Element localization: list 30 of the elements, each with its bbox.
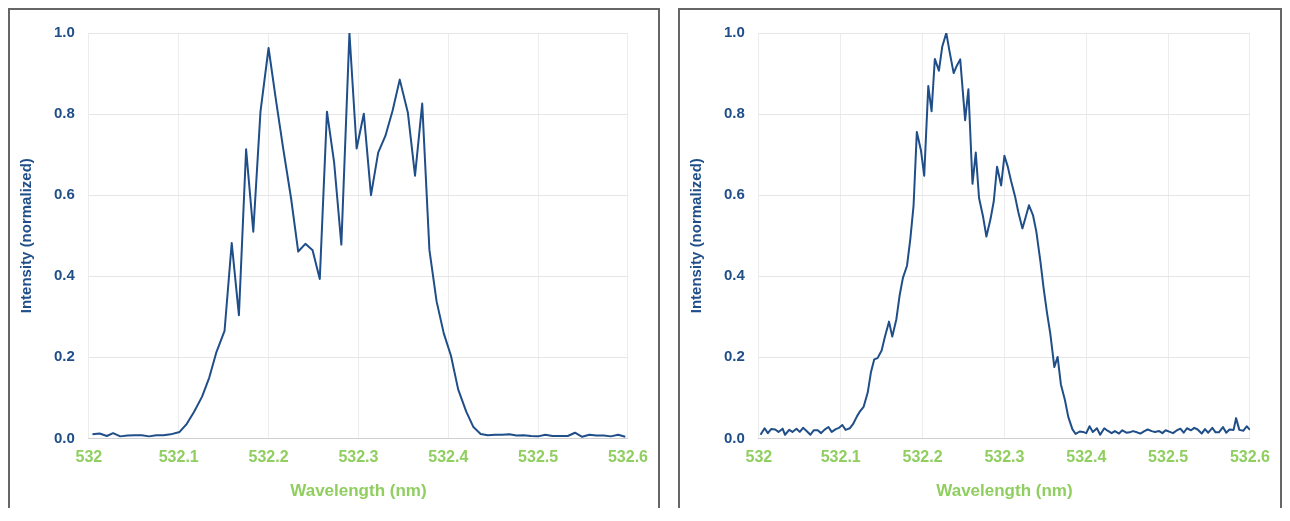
x-tick-label: 532.5: [518, 448, 559, 466]
x-tick-label: 532: [745, 448, 773, 466]
x-axis-title: Wavelength (nm): [936, 481, 1073, 501]
y-tick-label: 0.4: [723, 266, 746, 284]
x-tick-label: 532.4: [428, 448, 469, 466]
y-axis-title: Intensity (normalized): [687, 158, 705, 314]
y-tick-label: 0.2: [53, 347, 75, 365]
x-tick-label: 532.4: [1066, 448, 1107, 466]
y-tick-label: 0.8: [53, 104, 75, 122]
x-tick-label: 532.1: [158, 448, 199, 466]
y-tick-label: 0.6: [723, 185, 745, 203]
x-tick-label: 532.2: [902, 448, 943, 466]
y-tick-label: 0.0: [53, 428, 75, 446]
x-axis-title: Wavelength (nm): [290, 481, 427, 501]
x-tick-label: 532.6: [1229, 448, 1271, 466]
x-tick-label: 532: [75, 448, 103, 466]
x-tick-label: 532.2: [248, 448, 289, 466]
y-tick-label: 0.6: [53, 185, 75, 203]
y-tick-label: 1.0: [53, 23, 75, 41]
x-tick-label: 532.3: [338, 448, 379, 466]
y-tick-label: 0.2: [723, 347, 745, 365]
x-tick-label: 532.6: [607, 448, 649, 466]
y-axis-title: Intensity (normalized): [17, 158, 35, 314]
x-tick-label: 532.5: [1148, 448, 1189, 466]
y-tick-label: 0.8: [723, 104, 745, 122]
y-tick-label: 0.0: [723, 428, 745, 446]
y-tick-label: 1.0: [723, 23, 745, 41]
x-tick-label: 532.1: [820, 448, 861, 466]
x-tick-label: 532.3: [984, 448, 1025, 466]
y-tick-label: 0.4: [53, 266, 76, 284]
